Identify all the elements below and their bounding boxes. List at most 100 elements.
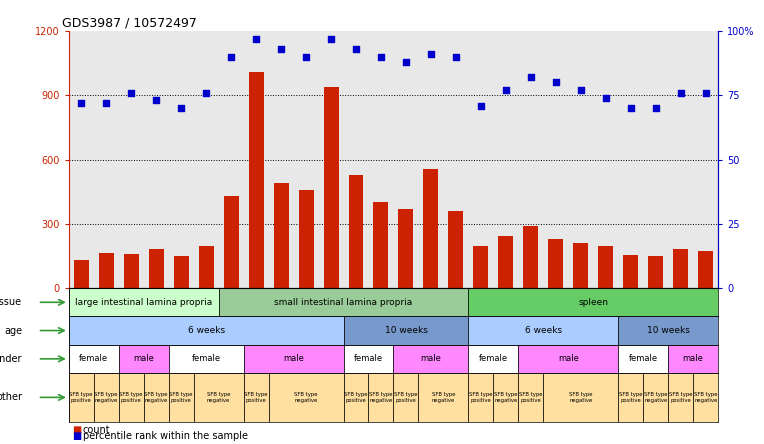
Bar bbox=[423, 169, 439, 288]
Text: SFB type
negative: SFB type negative bbox=[207, 392, 231, 403]
Bar bbox=[144, 373, 169, 422]
Text: SFB type
positive: SFB type positive bbox=[70, 392, 93, 403]
Text: SFB type
positive: SFB type positive bbox=[619, 392, 643, 403]
Bar bbox=[344, 373, 368, 422]
Text: SFB type
positive: SFB type positive bbox=[244, 392, 268, 403]
Bar bbox=[623, 255, 638, 288]
Bar bbox=[169, 373, 193, 422]
Bar bbox=[468, 345, 518, 373]
Text: SFB type
negative: SFB type negative bbox=[95, 392, 118, 403]
Text: female: female bbox=[192, 354, 221, 363]
Bar bbox=[99, 253, 114, 288]
Point bbox=[649, 105, 662, 112]
Bar bbox=[523, 226, 539, 288]
Bar bbox=[448, 211, 464, 288]
Text: tissue: tissue bbox=[0, 297, 22, 307]
Bar bbox=[124, 254, 139, 288]
Text: male: male bbox=[283, 354, 304, 363]
Point bbox=[400, 58, 412, 65]
Point bbox=[700, 89, 712, 96]
Bar bbox=[468, 373, 494, 422]
Bar bbox=[693, 373, 718, 422]
Bar bbox=[224, 196, 238, 288]
Point bbox=[450, 53, 462, 60]
Bar bbox=[244, 345, 344, 373]
Bar bbox=[648, 256, 663, 288]
Bar bbox=[543, 373, 618, 422]
Bar bbox=[618, 317, 718, 345]
Text: SFB type
negative: SFB type negative bbox=[494, 392, 517, 403]
Text: 10 weeks: 10 weeks bbox=[384, 326, 427, 335]
Bar bbox=[618, 373, 643, 422]
Text: SFB type
negative: SFB type negative bbox=[369, 392, 393, 403]
Bar bbox=[374, 202, 388, 288]
Text: 6 weeks: 6 weeks bbox=[525, 326, 562, 335]
Bar bbox=[118, 345, 169, 373]
Text: SFB type
negative: SFB type negative bbox=[432, 392, 455, 403]
Bar bbox=[173, 256, 189, 288]
Point bbox=[575, 87, 587, 94]
Text: SFB type
negative: SFB type negative bbox=[144, 392, 168, 403]
Text: female: female bbox=[79, 354, 108, 363]
Bar bbox=[618, 345, 668, 373]
Bar bbox=[74, 260, 89, 288]
Point bbox=[250, 35, 262, 42]
Bar bbox=[348, 174, 364, 288]
Text: SFB type
negative: SFB type negative bbox=[694, 392, 717, 403]
Text: 6 weeks: 6 weeks bbox=[188, 326, 225, 335]
Bar bbox=[393, 345, 468, 373]
Bar bbox=[668, 345, 718, 373]
Bar bbox=[149, 249, 163, 288]
Point bbox=[100, 99, 112, 107]
Bar bbox=[269, 373, 344, 422]
Text: age: age bbox=[4, 325, 22, 336]
Text: SFB type
negative: SFB type negative bbox=[644, 392, 668, 403]
Text: SFB type
negative: SFB type negative bbox=[569, 392, 593, 403]
Point bbox=[600, 95, 612, 102]
Bar bbox=[518, 345, 618, 373]
Text: SFB type
negative: SFB type negative bbox=[294, 392, 318, 403]
Text: ■: ■ bbox=[73, 425, 82, 435]
Point bbox=[125, 89, 138, 96]
Text: large intestinal lamina propria: large intestinal lamina propria bbox=[75, 298, 212, 307]
Bar bbox=[673, 249, 688, 288]
Text: ■: ■ bbox=[73, 431, 82, 441]
Point bbox=[75, 99, 87, 107]
Bar bbox=[498, 236, 513, 288]
Bar bbox=[494, 373, 518, 422]
Text: male: male bbox=[420, 354, 442, 363]
Bar bbox=[69, 288, 219, 317]
Point bbox=[375, 53, 387, 60]
Bar bbox=[549, 239, 563, 288]
Text: SFB type
positive: SFB type positive bbox=[519, 392, 542, 403]
Point bbox=[549, 79, 562, 86]
Text: SFB type
positive: SFB type positive bbox=[170, 392, 193, 403]
Bar bbox=[598, 246, 613, 288]
Bar bbox=[344, 345, 393, 373]
Bar bbox=[468, 288, 718, 317]
Bar bbox=[323, 87, 338, 288]
Text: gender: gender bbox=[0, 354, 22, 364]
Bar bbox=[118, 373, 144, 422]
Text: small intestinal lamina propria: small intestinal lamina propria bbox=[274, 298, 413, 307]
Text: SFB type
positive: SFB type positive bbox=[119, 392, 143, 403]
Text: male: male bbox=[558, 354, 579, 363]
Bar bbox=[393, 373, 419, 422]
Point bbox=[625, 105, 637, 112]
Point bbox=[300, 53, 312, 60]
Bar bbox=[244, 373, 269, 422]
Bar bbox=[274, 183, 289, 288]
Bar bbox=[368, 373, 393, 422]
Bar bbox=[419, 373, 468, 422]
Point bbox=[474, 102, 487, 109]
Bar bbox=[573, 243, 588, 288]
Bar bbox=[668, 373, 693, 422]
Bar bbox=[219, 288, 468, 317]
Point bbox=[150, 97, 162, 104]
Text: SFB type
positive: SFB type positive bbox=[345, 392, 367, 403]
Bar bbox=[474, 246, 488, 288]
Point bbox=[275, 46, 287, 53]
Bar bbox=[94, 373, 118, 422]
Text: male: male bbox=[133, 354, 154, 363]
Text: male: male bbox=[683, 354, 704, 363]
